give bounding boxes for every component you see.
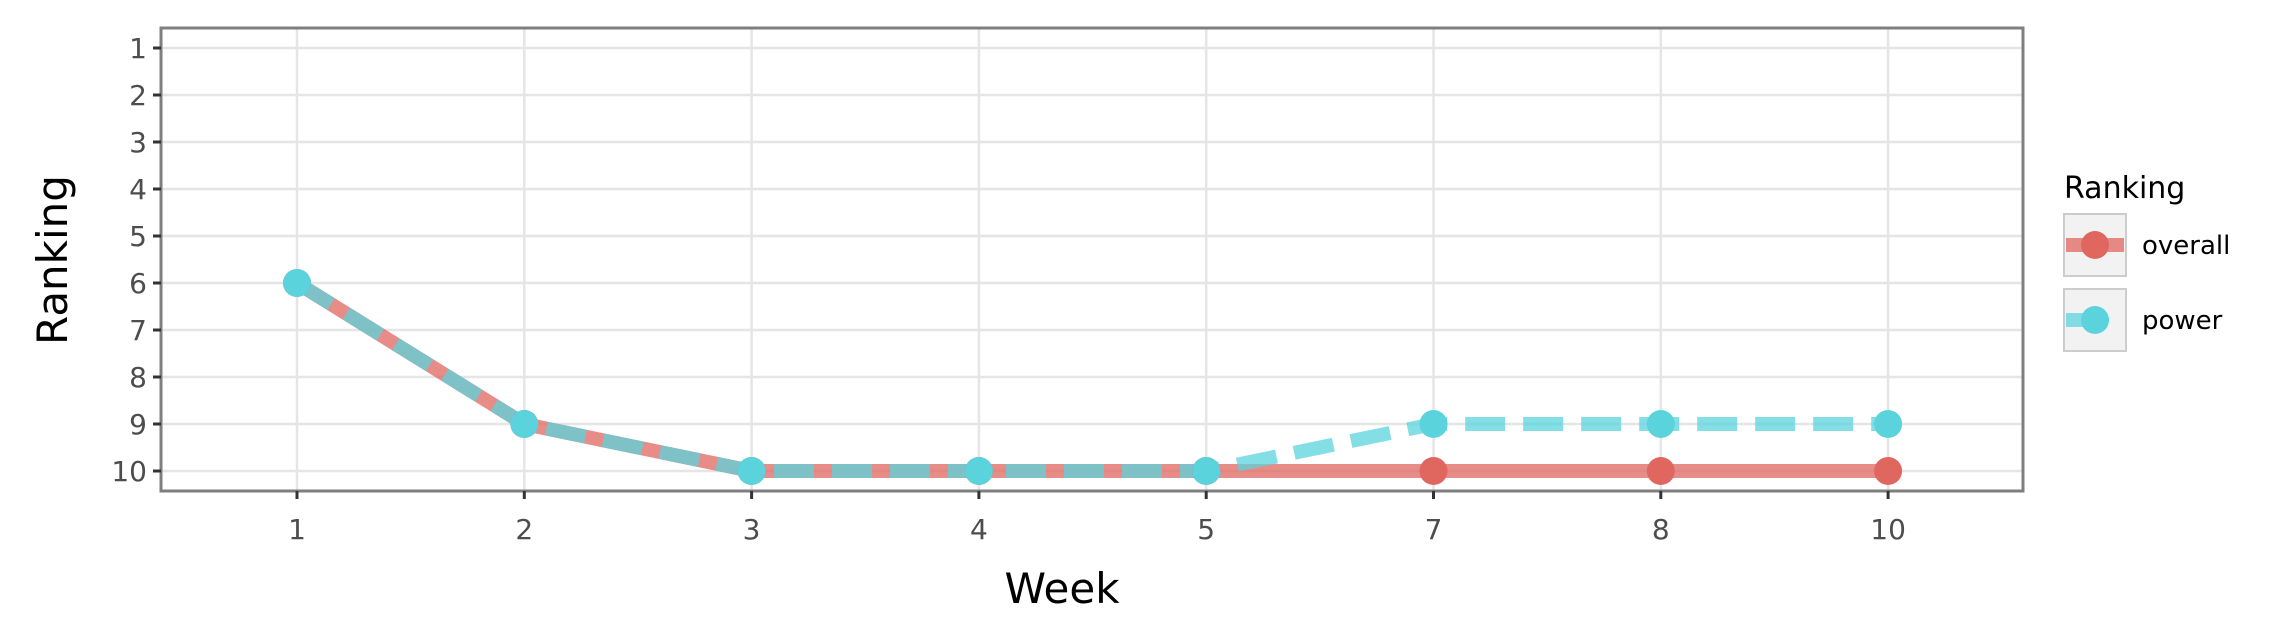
data-point-power	[1192, 457, 1221, 485]
series-layer	[283, 269, 1903, 485]
y-tick-label: 7	[129, 314, 147, 347]
y-tick-label: 1	[129, 32, 147, 65]
y-tick-label: 3	[129, 126, 147, 159]
y-tick-label: 6	[129, 267, 147, 300]
legend-title: Ranking	[2064, 171, 2185, 206]
legend-item-overall: overall	[2063, 213, 2230, 277]
legend-item-power: power	[2063, 288, 2223, 352]
plot-frame	[159, 26, 2025, 493]
series-line-power	[293, 277, 1889, 478]
legend-label-overall: overall	[2142, 231, 2230, 261]
y-axis-ticks: 1 2 3 4 5 6 7 8 9 10	[111, 32, 161, 488]
x-tick-label: 2	[515, 513, 533, 546]
x-tick-label: 7	[1425, 513, 1443, 546]
data-point-power	[964, 457, 993, 485]
data-point-overall	[1419, 457, 1448, 485]
legend-label-power: power	[2142, 306, 2223, 336]
plot-background	[161, 28, 2023, 491]
data-point-power	[510, 410, 539, 438]
data-point-overall	[1646, 457, 1675, 485]
data-point-power	[1419, 410, 1448, 438]
x-axis-title: Week	[1004, 564, 1120, 613]
series-points	[283, 269, 1903, 485]
y-tick-label: 4	[129, 173, 147, 206]
x-tick-label: 1	[288, 513, 306, 546]
legend-items: overall power	[2063, 213, 2230, 352]
data-point-overall	[1874, 457, 1903, 485]
x-tick-label: 5	[1197, 513, 1215, 546]
legend-key-point	[2081, 231, 2109, 259]
y-tick-label: 8	[129, 361, 147, 394]
x-tick-label: 8	[1652, 513, 1670, 546]
grid-lines	[161, 28, 2023, 491]
x-tick-label: 10	[1870, 513, 1906, 546]
data-point-power	[283, 269, 311, 297]
x-tick-label: 4	[970, 513, 988, 546]
y-tick-label: 5	[129, 220, 147, 253]
y-tick-label: 10	[111, 455, 147, 488]
x-axis-ticks: 1 2 3 4 5 7 8 10	[288, 491, 1906, 546]
legend: Ranking overall power	[2063, 171, 2230, 352]
legend-key-point	[2081, 306, 2109, 334]
data-point-power	[737, 457, 766, 485]
y-tick-label: 9	[129, 408, 147, 441]
y-axis-title: Ranking	[28, 175, 77, 345]
x-tick-label: 3	[743, 513, 761, 546]
data-point-power	[1646, 410, 1675, 438]
y-tick-label: 2	[129, 79, 147, 112]
data-point-power	[1874, 410, 1903, 438]
series-lines	[293, 277, 1889, 478]
